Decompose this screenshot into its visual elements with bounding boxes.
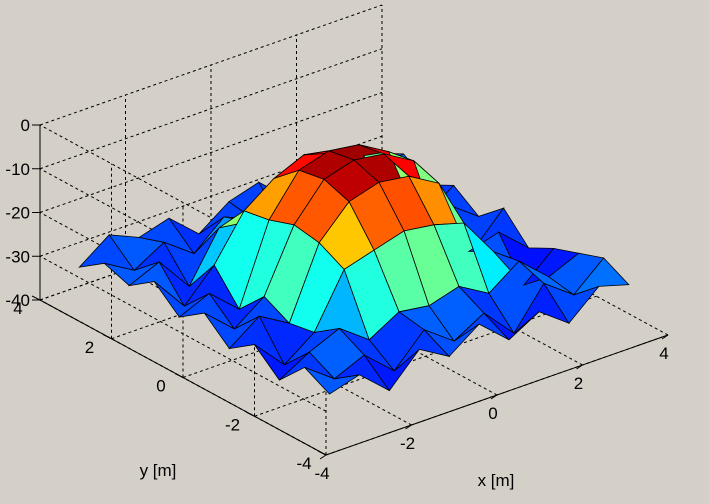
z-tick-label: -10: [5, 160, 30, 179]
y-tick-mark: [31, 295, 41, 301]
y-tick-mark: [317, 450, 327, 456]
x-tick-mark: [576, 364, 583, 370]
y-tick-mark: [174, 373, 184, 378]
x-tick-mark: [490, 394, 498, 400]
z-tick-label: 0: [21, 116, 30, 135]
x-tick-mark: [319, 454, 327, 460]
floor-grid-line: [254, 295, 597, 417]
y-tick-label: 4: [13, 299, 22, 318]
wall-grid-line: [39, 92, 383, 213]
x-tick-label: -2: [400, 434, 415, 453]
y-tick-mark: [103, 334, 112, 340]
y-axis-label: y [m]: [140, 461, 177, 480]
wall-grid-line: [39, 255, 327, 412]
wall-grid-line: [39, 4, 383, 126]
x-tick-label: -4: [314, 464, 329, 483]
wall-grid-line: [39, 48, 383, 170]
y-tick-label: -4: [296, 454, 311, 473]
x-tick-label: 0: [488, 404, 497, 423]
z-tick-label: -40: [5, 291, 30, 310]
y-tick-mark: [246, 411, 255, 417]
surface-patch: [572, 257, 630, 296]
y-tick-label: -2: [225, 415, 240, 434]
surface-mesh: [78, 144, 630, 395]
z-tick-label: -20: [5, 204, 30, 223]
x-tick-label: 4: [659, 344, 668, 363]
z-tick-label: -30: [5, 247, 30, 266]
y-tick-label: 0: [156, 377, 165, 396]
y-tick-label: 2: [85, 338, 94, 357]
x-axis-label: x [m]: [478, 471, 515, 490]
x-tick-mark: [661, 334, 669, 340]
x-tick-label: 2: [574, 374, 583, 393]
x-tick-mark: [405, 424, 412, 430]
